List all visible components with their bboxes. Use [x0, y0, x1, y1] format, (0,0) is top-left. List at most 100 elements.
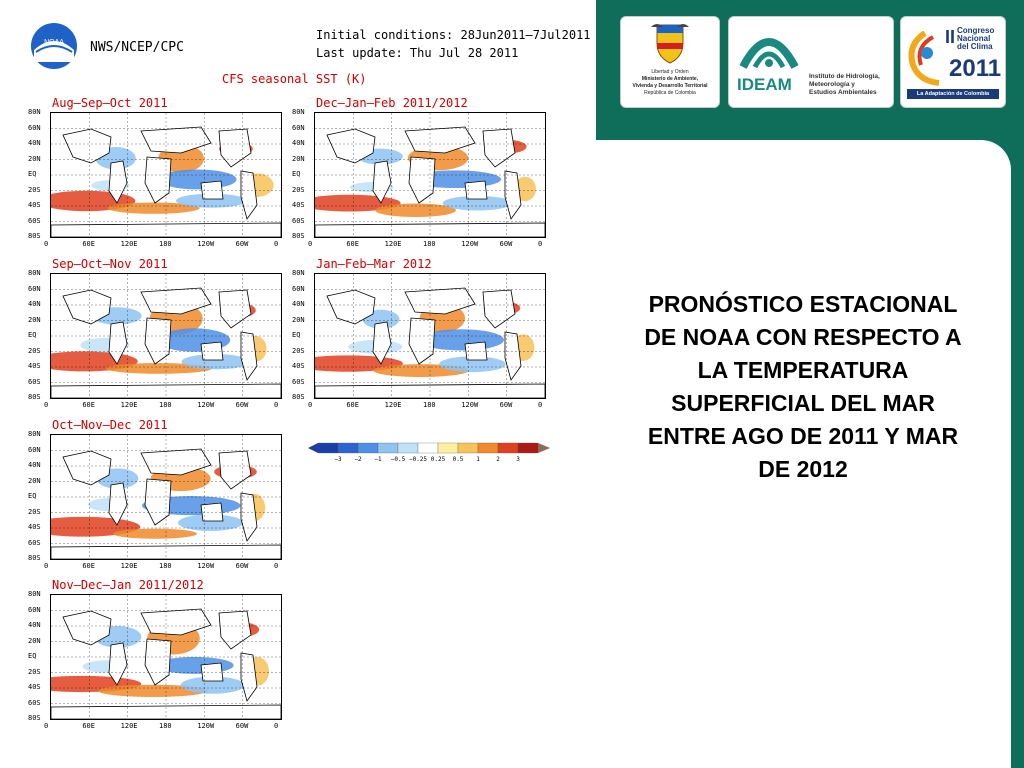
- longitude-label: 60E: [346, 240, 359, 248]
- latitude-label: EQ: [28, 652, 37, 660]
- longitude-label: 180: [423, 401, 436, 409]
- latitude-label: 40S: [28, 201, 41, 209]
- latitude-label: 80S: [28, 232, 41, 240]
- latitude-label: 80N: [28, 590, 41, 598]
- longitude-label: 120E: [120, 240, 138, 248]
- longitude-label: 180: [159, 401, 172, 409]
- latitude-label: 60S: [28, 538, 41, 547]
- colorbar-label: 1: [476, 456, 480, 463]
- sst-map-panel: [314, 112, 546, 238]
- longitude-label: 120E: [384, 401, 402, 409]
- ideam-subtitle-line: Estudios Ambientales: [809, 89, 877, 96]
- sst-map-panel: [50, 273, 282, 399]
- ministerio-name-line: Ministerio de Ambiente,: [641, 76, 699, 82]
- latitude-label: 60N: [28, 605, 41, 614]
- colorbar-label: −0.5: [391, 456, 406, 463]
- panel-title: Nov–Dec–Jan 2011/2012: [52, 578, 204, 592]
- latitude-label: 40N: [28, 621, 41, 629]
- latitude-label: 80N: [28, 108, 41, 116]
- congreso-title-line: del Clima: [957, 42, 993, 51]
- sst-map: [51, 435, 281, 559]
- ideam-subtitle-line: Meteorología y: [809, 81, 855, 88]
- longitude-label: 0: [274, 401, 279, 409]
- ministerio-country: República de Colombia: [644, 90, 696, 96]
- product-title: CFS seasonal SST (K): [222, 72, 367, 86]
- longitude-label: 60W: [235, 562, 249, 570]
- latitude-label: 80N: [292, 269, 305, 277]
- sst-map: [315, 274, 545, 398]
- congreso-tagline: La Adaptación de Colombia: [907, 89, 999, 99]
- latitude-label: EQ: [292, 331, 301, 339]
- ideam-name: IDEAM: [737, 75, 792, 94]
- colorbar-label: 0.25: [431, 456, 446, 463]
- colorbar-label: −3: [334, 456, 342, 463]
- initial-conditions: Initial conditions: 28Jun2011–7Jul2011: [316, 28, 591, 42]
- longitude-label: 0: [44, 562, 49, 570]
- longitude-label: 180: [159, 722, 172, 730]
- sst-map-panel: [314, 273, 546, 399]
- congreso-title-line: Congreso: [957, 26, 995, 35]
- longitude-label: 60E: [82, 240, 95, 248]
- latitude-label: 40N: [28, 139, 41, 147]
- sst-map-panel: [50, 112, 282, 238]
- colorbar-swatch: [397, 442, 419, 454]
- colorbar-label: −0.25: [409, 456, 427, 463]
- colorbar-swatch: [357, 442, 379, 454]
- sst-map: [51, 113, 281, 237]
- colorbar-low-arrow: [308, 443, 318, 453]
- longitude-label: 60W: [235, 240, 249, 248]
- longitude-label: 120W: [197, 722, 215, 730]
- latitude-label: 40S: [28, 523, 41, 531]
- longitude-label: 120W: [197, 562, 215, 570]
- noaa-logo-text: NOAA: [44, 39, 64, 46]
- sst-map: [315, 113, 545, 237]
- longitude-label: 0: [538, 240, 543, 248]
- slide-description: PRONÓSTICO ESTACIONAL DE NOAA CON RESPEC…: [644, 291, 962, 482]
- colorbar-swatch: [497, 442, 519, 454]
- latitude-label: 40S: [28, 683, 41, 691]
- longitude-label: 60E: [346, 401, 359, 409]
- longitude-label: 120E: [120, 401, 138, 409]
- sst-map-panel: [50, 434, 282, 560]
- latitude-label: 20S: [292, 185, 305, 194]
- latitude-label: 20S: [292, 346, 305, 355]
- latitude-label: 60N: [28, 445, 41, 454]
- panel-title: Sep–Oct–Nov 2011: [52, 257, 168, 271]
- ministerio-motto: Libertad y Orden: [651, 69, 689, 75]
- congreso-swirl-icon: [908, 31, 940, 86]
- colorbar-swatch: [417, 442, 439, 454]
- latitude-label: 20S: [28, 667, 41, 676]
- longitude-label: 0: [308, 401, 313, 409]
- panel-title: Oct–Nov–Dec 2011: [52, 418, 168, 432]
- longitude-label: 120E: [384, 240, 402, 248]
- longitude-label: 180: [159, 240, 172, 248]
- latitude-label: 40N: [28, 461, 41, 469]
- latitude-label: 80S: [28, 393, 41, 401]
- latitude-label: 60S: [28, 216, 41, 225]
- colorbar-label: −1: [374, 456, 382, 463]
- sst-map-panel: [50, 594, 282, 720]
- agency-label: NWS/NCEP/CPC: [90, 40, 184, 55]
- latitude-label: EQ: [28, 492, 37, 500]
- longitude-label: 0: [44, 722, 49, 730]
- colorbar-label: −2: [354, 456, 362, 463]
- latitude-label: 40S: [292, 362, 305, 370]
- noaa-logo: NOAA: [31, 23, 77, 69]
- longitude-label: 120E: [120, 722, 138, 730]
- latitude-label: 80N: [292, 108, 305, 116]
- colorbar-swatch: [377, 442, 399, 454]
- panel-title: Dec–Jan–Feb 2011/2012: [316, 96, 468, 110]
- ideam-symbol-icon: [739, 38, 799, 69]
- latitude-label: 80S: [28, 554, 41, 562]
- congreso-year: 2011: [949, 55, 1002, 82]
- latitude-label: 80N: [28, 269, 41, 277]
- latitude-label: 20S: [28, 346, 41, 355]
- sst-map: [51, 595, 281, 719]
- longitude-label: 0: [44, 240, 49, 248]
- colorbar-swatch: [337, 442, 359, 454]
- latitude-label: 80S: [292, 232, 305, 240]
- ministerio-name-line: Vivienda y Desarrollo Territorial: [632, 83, 708, 89]
- congreso-roman-numeral: II: [945, 27, 956, 47]
- last-update: Last update: Thu Jul 28 2011: [316, 46, 519, 60]
- latitude-label: 40N: [28, 300, 41, 308]
